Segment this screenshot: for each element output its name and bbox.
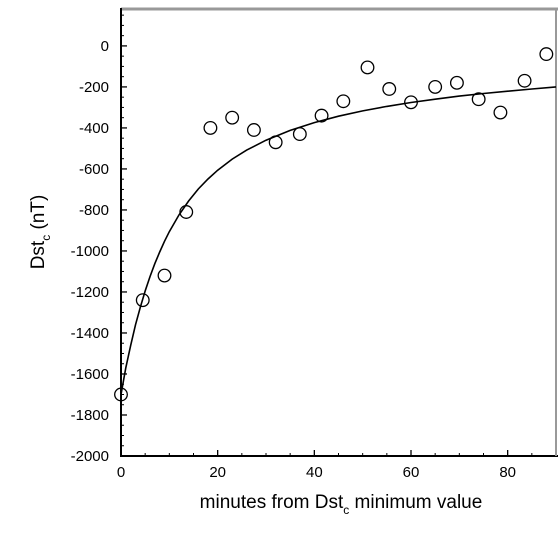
x-tick-label: 40	[306, 464, 323, 481]
data-point	[471, 92, 486, 107]
y-axis-title-prefix: Dst	[28, 240, 49, 269]
x-axis-title-suffix: minimum value	[349, 492, 482, 513]
x-tick-label: 0	[117, 464, 125, 481]
data-point	[157, 268, 172, 283]
data-point	[246, 123, 261, 137]
data-point	[539, 47, 554, 62]
fit-curve	[120, 86, 557, 395]
data-point	[336, 94, 351, 109]
x-tick-label: 20	[209, 464, 226, 481]
y-axis-title-sub: c	[39, 235, 53, 241]
y-axis-title-suffix: (nT)	[28, 195, 49, 235]
data-point	[225, 110, 240, 125]
data-point	[493, 105, 508, 120]
data-point	[382, 82, 397, 96]
x-tick-label: 60	[403, 464, 420, 481]
data-point	[314, 108, 329, 123]
data-points	[114, 47, 554, 402]
x-axis-ticks: 0 20 40 60 80	[117, 450, 533, 481]
data-point	[360, 60, 375, 75]
x-tick-label: 80	[499, 464, 516, 481]
data-point	[179, 205, 194, 219]
data-point	[203, 120, 218, 135]
y-tick-label: -1400	[71, 325, 109, 342]
y-axis-title: Dstc (nT)	[28, 195, 53, 270]
y-tick-label: -1200	[71, 284, 109, 301]
y-tick-label: -1000	[71, 243, 109, 260]
y-tick-label: -800	[79, 202, 109, 219]
y-axis-ticks: 0 -200 -400 -600 -800 -1000 -1200 -1400 -1600 -18…	[71, 14, 127, 465]
y-tick-label: -2000	[71, 448, 109, 465]
x-axis-title: minutes from Dstc minimum value	[200, 492, 483, 517]
data-point	[268, 135, 283, 150]
plot-frame	[120, 7, 558, 457]
y-tick-label: 0	[101, 38, 109, 55]
y-tick-label: -200	[79, 79, 109, 96]
y-tick-label: -1600	[71, 366, 109, 383]
y-tick-label: -600	[79, 161, 109, 178]
y-tick-label: -400	[79, 120, 109, 137]
data-point	[135, 293, 150, 308]
data-point	[114, 387, 128, 402]
data-point	[428, 79, 443, 94]
data-point	[517, 73, 532, 88]
data-point	[449, 75, 464, 90]
data-point	[292, 127, 307, 142]
x-axis-title-prefix: minutes from Dst	[200, 492, 344, 513]
y-tick-label: -1800	[71, 407, 109, 424]
data-point	[404, 95, 418, 110]
x-axis-title-sub: c	[343, 503, 349, 517]
